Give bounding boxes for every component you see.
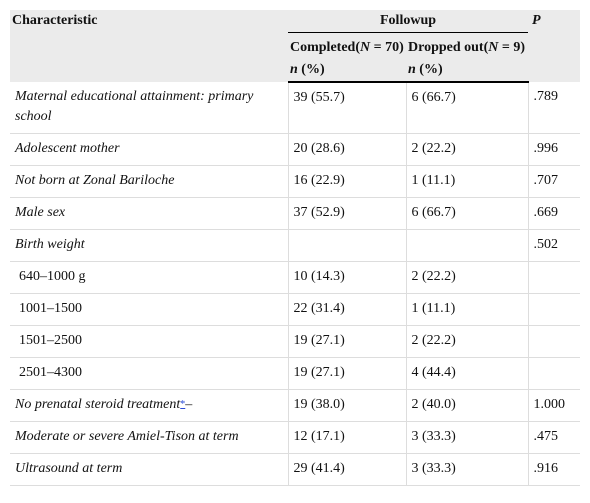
cell: 1 (11.1) bbox=[405, 165, 529, 198]
cell bbox=[527, 261, 581, 294]
label: Male sex bbox=[10, 197, 288, 230]
cell: .707 bbox=[527, 165, 581, 198]
text: N bbox=[488, 40, 499, 55]
cell: 19 (27.1) bbox=[287, 325, 406, 358]
header-unit: n (%) bbox=[406, 59, 529, 83]
label: 2501–4300 bbox=[10, 357, 288, 390]
footnote-link[interactable]: * bbox=[180, 399, 186, 410]
text: N bbox=[360, 40, 371, 55]
text: (%) bbox=[297, 62, 325, 77]
header-unit: n (%) bbox=[288, 59, 406, 83]
cell: 4 (44.4) bbox=[405, 357, 529, 390]
text: Dropped out( bbox=[408, 40, 489, 55]
cell: 16 (22.9) bbox=[287, 165, 406, 198]
text: = 70) bbox=[370, 40, 404, 55]
row: 640–1000 g 10 (14.3) 2 (22.2) bbox=[10, 261, 581, 294]
cell: .789 bbox=[527, 82, 581, 134]
label: 640–1000 g bbox=[10, 261, 288, 294]
row: Not born at Zonal Bariloche 16 (22.9) 1 (1… bbox=[10, 165, 581, 198]
text: – bbox=[185, 397, 193, 412]
cell bbox=[527, 293, 581, 326]
text: n bbox=[408, 62, 416, 77]
data-table: Characteristic Followup P Completed(N = … bbox=[10, 10, 581, 486]
cell: .502 bbox=[527, 229, 581, 262]
cell: 1 (11.1) bbox=[405, 293, 529, 326]
label: Moderate or severe Amiel-Tison at term bbox=[10, 421, 288, 454]
cell bbox=[287, 229, 406, 262]
cell: 22 (31.4) bbox=[287, 293, 406, 326]
cell: 20 (28.6) bbox=[287, 133, 406, 166]
text: = 9) bbox=[498, 40, 526, 55]
cell bbox=[405, 229, 529, 262]
label: Ultrasound at term bbox=[10, 453, 288, 486]
label: 1501–2500 bbox=[10, 325, 288, 358]
cell: 2 (22.2) bbox=[405, 325, 529, 358]
row: 1001–1500 22 (31.4) 1 (11.1) bbox=[10, 293, 581, 326]
row: Birth weight .502 bbox=[10, 229, 581, 262]
text: Completed( bbox=[290, 40, 360, 55]
cell: 29 (41.4) bbox=[287, 453, 406, 486]
row: Moderate or severe Amiel-Tison at term 12… bbox=[10, 421, 581, 454]
cell: .475 bbox=[527, 421, 581, 454]
row: Maternal educational attainment: primary… bbox=[10, 82, 581, 134]
cell: 19 (38.0) bbox=[287, 389, 406, 422]
cell: 2 (22.2) bbox=[405, 261, 529, 294]
cell: 37 (52.9) bbox=[287, 197, 406, 230]
cell bbox=[527, 325, 581, 358]
cell: 19 (27.1) bbox=[287, 357, 406, 390]
header-followup: Followup bbox=[288, 10, 529, 33]
cell bbox=[527, 357, 581, 390]
cell: 39 (55.7) bbox=[287, 82, 406, 134]
cell: .669 bbox=[527, 197, 581, 230]
row: Male sex 37 (52.9) 6 (66.7) .669 bbox=[10, 197, 581, 230]
text: n bbox=[290, 62, 298, 77]
row: No prenatal steroid treatment*– 19 (38.0)… bbox=[10, 389, 581, 422]
cell: 6 (66.7) bbox=[405, 197, 529, 230]
label: 1001–1500 bbox=[10, 293, 288, 326]
cell: 12 (17.1) bbox=[287, 421, 406, 454]
label: No prenatal steroid treatment*– bbox=[10, 389, 288, 422]
label: Not born at Zonal Bariloche bbox=[10, 165, 288, 198]
cell: 10 (14.3) bbox=[287, 261, 406, 294]
cell: 3 (33.3) bbox=[405, 421, 529, 454]
cell: 6 (66.7) bbox=[405, 82, 529, 134]
row: 1501–2500 19 (27.1) 2 (22.2) bbox=[10, 325, 581, 358]
cell: 2 (40.0) bbox=[405, 389, 529, 422]
header-characteristic: Characteristic bbox=[10, 10, 288, 82]
header-p: P bbox=[528, 10, 581, 82]
label: Adolescent mother bbox=[10, 133, 288, 166]
row: 2501–4300 19 (27.1) 4 (44.4) bbox=[10, 357, 581, 390]
cell: 1.000 bbox=[527, 389, 581, 422]
cell: .996 bbox=[527, 133, 581, 166]
row: Adolescent mother 20 (28.6) 2 (22.2) .996 bbox=[10, 133, 581, 166]
row: Ultrasound at term 29 (41.4) 3 (33.3) .916 bbox=[10, 453, 581, 486]
cell: .916 bbox=[527, 453, 581, 486]
cell: 3 (33.3) bbox=[405, 453, 529, 486]
label: Maternal educational attainment: primary… bbox=[10, 82, 288, 134]
header-completed: Completed(N = 70) bbox=[288, 32, 406, 59]
text: No prenatal steroid treatment bbox=[15, 397, 181, 412]
header-dropped: Dropped out(N = 9) bbox=[406, 32, 529, 59]
label: Birth weight bbox=[10, 229, 288, 262]
cell: 2 (22.2) bbox=[405, 133, 529, 166]
text: (%) bbox=[415, 62, 443, 77]
